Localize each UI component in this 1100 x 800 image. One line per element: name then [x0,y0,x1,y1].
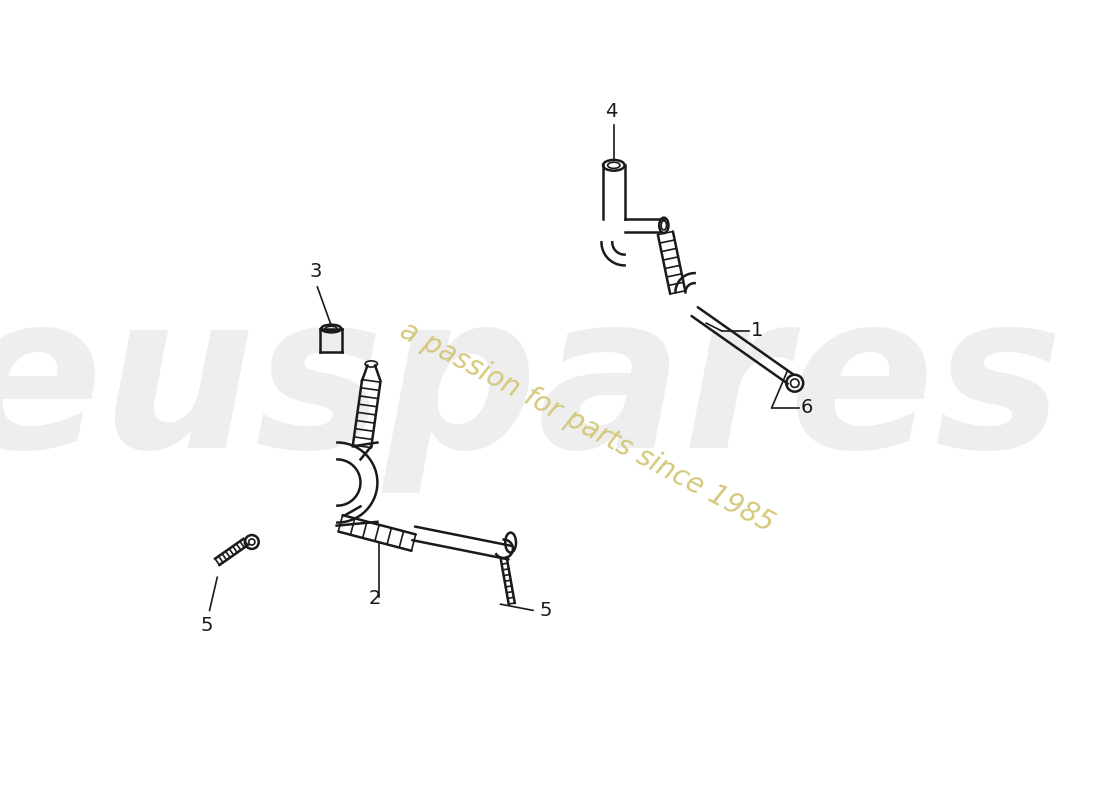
Text: 5: 5 [200,616,212,634]
Text: 5: 5 [539,601,551,620]
Text: 4: 4 [605,102,618,121]
Text: 6: 6 [801,398,813,418]
Text: euspares: euspares [0,284,1064,493]
Text: 1: 1 [751,322,763,340]
Text: 2: 2 [368,589,382,608]
Text: a passion for parts since 1985: a passion for parts since 1985 [395,316,779,538]
Text: 3: 3 [309,262,322,281]
